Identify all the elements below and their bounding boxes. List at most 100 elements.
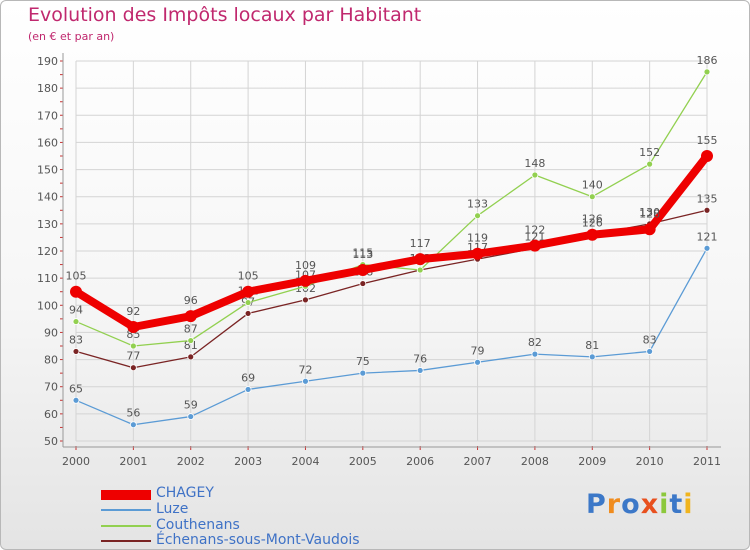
data-point-luze (72, 396, 80, 404)
x-tick-label: 2008 (521, 455, 549, 468)
data-label-luze: 83 (643, 333, 657, 346)
data-point-luze (187, 413, 195, 420)
data-label-luze: 75 (356, 355, 370, 368)
legend-swatch-couthenans (101, 525, 151, 527)
data-point-luze (359, 369, 367, 377)
legend-swatch-echenans (101, 540, 151, 542)
y-tick-label: 160 (37, 136, 58, 149)
data-label-luze: 65 (69, 382, 83, 395)
data-point-chagey (127, 321, 140, 333)
x-tick-label: 2007 (464, 455, 492, 468)
data-point-chagey (701, 150, 713, 162)
x-tick-label: 2010 (636, 455, 664, 468)
data-label-chagey: 105 (238, 270, 259, 283)
x-tick-label: 2006 (406, 455, 434, 468)
x-tick-label: 2004 (291, 455, 319, 468)
y-tick-label: 180 (37, 82, 58, 95)
data-point-luze (531, 350, 539, 358)
data-point-echenans-sous-mont-vaudois (703, 206, 711, 214)
data-label-couthenans: 148 (524, 157, 545, 170)
data-point-couthenans (187, 337, 195, 344)
series-line-chagey (72, 152, 711, 331)
data-point-couthenans (646, 160, 654, 168)
logo-letter: r (606, 489, 622, 520)
data-label-chagey: 113 (352, 248, 373, 261)
data-point-echenans-sous-mont-vaudois (302, 296, 309, 304)
data-label-echenans-sous-mont-vaudois: 135 (697, 192, 718, 205)
data-point-chagey (528, 239, 541, 252)
data-point-couthenans (474, 212, 481, 220)
data-label-echenans-sous-mont-vaudois: 126 (582, 217, 603, 230)
data-label-couthenans: 133 (467, 198, 488, 211)
y-tick-label: 60 (44, 408, 58, 421)
data-label-luze: 82 (528, 336, 542, 349)
data-label-echenans-sous-mont-vaudois: 83 (69, 333, 83, 346)
data-label-chagey: 119 (467, 232, 488, 245)
data-point-luze (129, 421, 137, 429)
data-label-chagey: 105 (66, 270, 87, 283)
data-point-couthenans (244, 299, 252, 306)
data-point-couthenans (703, 68, 711, 76)
data-point-echenans-sous-mont-vaudois (129, 364, 137, 372)
y-tick-label: 50 (44, 435, 58, 448)
logo-letter: t (669, 489, 684, 520)
data-point-luze (302, 377, 309, 385)
data-point-couthenans (588, 193, 596, 201)
data-label-couthenans: 152 (639, 146, 660, 159)
data-point-luze (474, 358, 481, 366)
chart-subtitle: (en € et par an) (28, 30, 115, 43)
data-point-luze (703, 244, 711, 252)
data-label-luze: 56 (126, 407, 140, 420)
data-point-echenans-sous-mont-vaudois (187, 353, 195, 361)
data-label-chagey: 126 (582, 213, 603, 226)
data-point-luze (646, 348, 654, 355)
data-point-chagey (299, 274, 312, 287)
legend-swatch-chagey (101, 490, 151, 500)
data-label-chagey: 109 (295, 259, 316, 272)
x-tick-label: 2000 (62, 455, 90, 468)
legend-label-couthenans: Couthenans (156, 517, 240, 533)
data-label-chagey: 117 (410, 237, 431, 250)
data-label-luze: 69 (241, 371, 255, 384)
data-label-luze: 121 (697, 230, 718, 243)
data-label-luze: 76 (413, 352, 427, 365)
data-point-luze (244, 386, 252, 393)
logo-letter: P (586, 489, 607, 520)
data-label-echenans-sous-mont-vaudois: 121 (524, 230, 545, 243)
data-label-couthenans: 186 (697, 54, 718, 67)
data-label-luze: 72 (298, 363, 312, 376)
y-tick-label: 110 (37, 272, 58, 285)
data-point-luze (588, 353, 596, 361)
data-label-couthenans: 115 (352, 247, 373, 260)
data-point-chagey (586, 228, 599, 241)
legend-label-luze: Luze (156, 501, 189, 517)
data-point-couthenans (129, 342, 137, 350)
data-label-couthenans: 87 (184, 323, 198, 336)
data-label-echenans-sous-mont-vaudois: 130 (639, 206, 660, 219)
y-tick-label: 90 (44, 326, 58, 339)
logo-letter: i (659, 489, 670, 520)
series-line-luze (75, 247, 708, 426)
legend-label-echenans: Échenans-sous-Mont-Vaudois (156, 532, 360, 548)
x-tick-label: 2003 (234, 455, 262, 468)
data-label-echenans-sous-mont-vaudois: 81 (184, 339, 198, 352)
data-point-echenans-sous-mont-vaudois (359, 280, 367, 287)
x-tick-label: 2011 (693, 455, 721, 468)
data-point-couthenans (416, 266, 424, 274)
data-point-chagey (242, 285, 255, 298)
data-label-chagey: 122 (524, 224, 545, 237)
data-point-echenans-sous-mont-vaudois (244, 310, 252, 317)
y-tick-label: 170 (37, 109, 58, 122)
data-point-echenans-sous-mont-vaudois (72, 348, 80, 355)
y-tick-label: 70 (44, 381, 58, 394)
legend-swatch-luze (101, 509, 151, 511)
y-tick-label: 140 (37, 191, 58, 204)
proxiti-logo: Proxiti (586, 489, 694, 520)
y-tick-label: 190 (37, 55, 58, 68)
logo-letter: o (621, 489, 641, 520)
logo-letter: i (683, 489, 694, 520)
data-label-chagey: 92 (126, 305, 140, 318)
data-label-luze: 81 (585, 339, 599, 352)
